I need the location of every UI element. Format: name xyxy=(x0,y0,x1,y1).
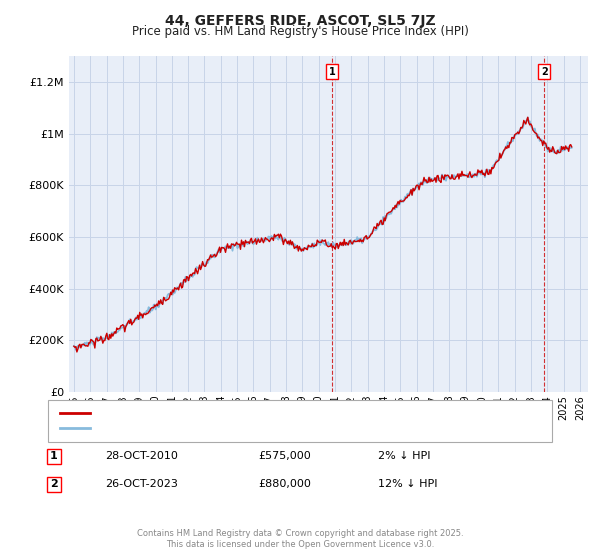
Text: 44, GEFFERS RIDE, ASCOT, SL5 7JZ (detached house): 44, GEFFERS RIDE, ASCOT, SL5 7JZ (detach… xyxy=(96,408,373,418)
Text: 26-OCT-2023: 26-OCT-2023 xyxy=(105,479,178,489)
Text: £880,000: £880,000 xyxy=(258,479,311,489)
Text: 1: 1 xyxy=(50,451,58,461)
Text: 12% ↓ HPI: 12% ↓ HPI xyxy=(378,479,437,489)
Text: 44, GEFFERS RIDE, ASCOT, SL5 7JZ: 44, GEFFERS RIDE, ASCOT, SL5 7JZ xyxy=(164,14,436,28)
Text: Contains HM Land Registry data © Crown copyright and database right 2025.
This d: Contains HM Land Registry data © Crown c… xyxy=(137,529,463,549)
Text: 2% ↓ HPI: 2% ↓ HPI xyxy=(378,451,431,461)
Text: 1: 1 xyxy=(329,67,335,77)
Text: Price paid vs. HM Land Registry's House Price Index (HPI): Price paid vs. HM Land Registry's House … xyxy=(131,25,469,38)
Text: HPI: Average price, detached house, Windsor and Maidenhead: HPI: Average price, detached house, Wind… xyxy=(96,423,421,433)
Text: 2: 2 xyxy=(541,67,548,77)
Text: £575,000: £575,000 xyxy=(258,451,311,461)
Text: 28-OCT-2010: 28-OCT-2010 xyxy=(105,451,178,461)
Text: 2: 2 xyxy=(50,479,58,489)
